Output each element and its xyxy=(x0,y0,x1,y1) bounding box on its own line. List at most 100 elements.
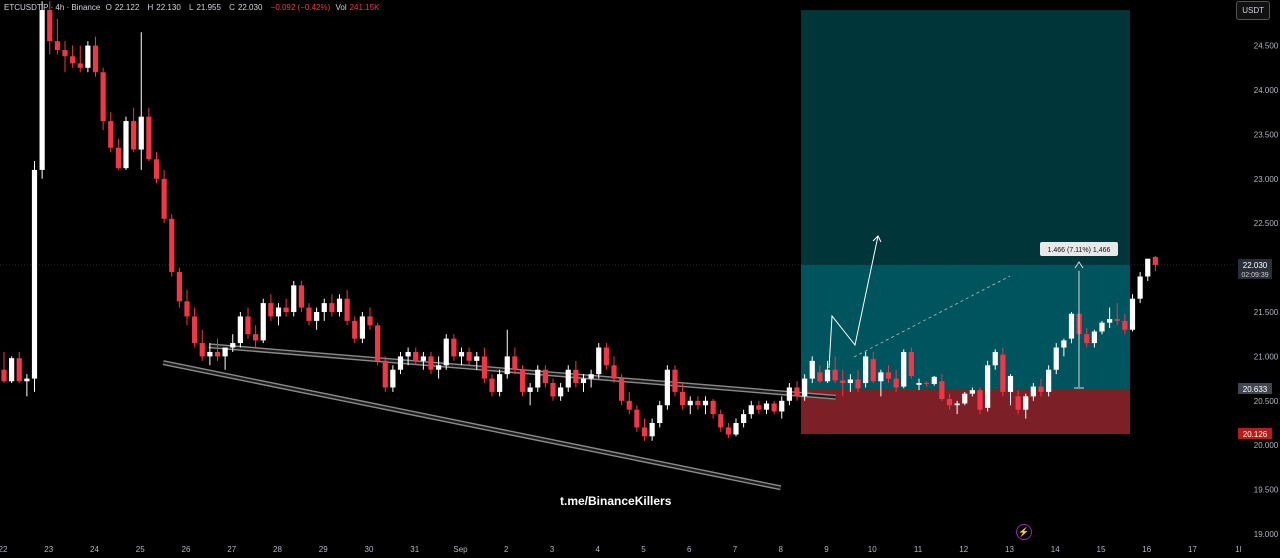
candle-body xyxy=(588,374,594,379)
close-value: 22.030 xyxy=(237,3,263,12)
candle-body xyxy=(375,325,381,361)
candle-body xyxy=(77,63,83,68)
candle-body xyxy=(847,379,853,384)
candle-body xyxy=(1099,322,1105,332)
symbol-name[interactable]: ETCUSDT.P · 4h · Binance xyxy=(4,3,101,12)
candle-body xyxy=(1053,347,1059,370)
candle-body xyxy=(329,303,335,312)
time-tick-label: 23 xyxy=(44,545,53,554)
candle-body xyxy=(1023,396,1029,410)
candle-body xyxy=(863,356,869,384)
lightning-icon[interactable]: ⚡ xyxy=(1016,524,1032,540)
candle-body xyxy=(1129,298,1136,330)
drawings: 1.466 (7.11%) 1,466 xyxy=(828,235,1118,389)
candle-body xyxy=(214,351,221,357)
candle-body xyxy=(924,383,930,385)
price-label-entry xyxy=(1238,382,1272,394)
candle-body xyxy=(931,376,937,384)
candle-body xyxy=(352,320,358,339)
time-axis[interactable]: 22 23 24 25 26 27 28 29 30 31 Sep 2 3 4 5 6 7 8 9 10 11 12 13 1… xyxy=(0,540,1280,558)
candle-body xyxy=(367,316,373,326)
candle-body xyxy=(92,45,99,73)
projection-arrowhead xyxy=(872,235,882,243)
candle-body xyxy=(710,400,716,415)
candle-body xyxy=(573,369,579,384)
candle-body xyxy=(1038,386,1044,392)
price-axis[interactable]: 24.500 24.000 23.500 23.000 22.500 21.500 21.0… xyxy=(1236,0,1280,540)
time-tick-label: 7 xyxy=(733,545,738,554)
candle-body xyxy=(1061,340,1067,348)
candle-body xyxy=(54,41,60,51)
time-tick-label: 29 xyxy=(319,545,328,554)
symbol-header: ETCUSDT.P · 4h · Binance O 22.122 H 22.130… xyxy=(4,3,380,12)
candle-body xyxy=(611,365,617,379)
time-tick-label: 10 xyxy=(868,545,877,554)
candle-body xyxy=(413,351,419,361)
volume-value: 241.15K xyxy=(349,3,380,12)
candle-body xyxy=(840,380,846,384)
candle-body xyxy=(222,347,228,357)
candle-body xyxy=(1152,256,1158,265)
time-tick-label: 17 xyxy=(1188,545,1197,554)
candle-body xyxy=(1137,276,1143,299)
price-label-text: 20.126 xyxy=(1243,430,1268,439)
candle-body xyxy=(169,218,175,273)
measure-arrowhead xyxy=(1074,261,1084,269)
candle-body xyxy=(619,378,625,401)
time-tick-label: 30 xyxy=(365,545,374,554)
candles xyxy=(1,1,1158,441)
candle-body xyxy=(885,372,892,379)
candle-body xyxy=(466,351,472,361)
candle-body xyxy=(985,365,991,408)
candle-body xyxy=(855,379,861,389)
candle-body xyxy=(390,369,396,388)
price-label-text: 22.030 xyxy=(1243,261,1268,270)
candle-body xyxy=(497,374,503,392)
candle-body xyxy=(397,356,404,370)
candle-body xyxy=(344,298,350,321)
candle-body xyxy=(382,360,388,388)
candle-body xyxy=(230,343,236,348)
trend-dash xyxy=(853,275,1011,358)
price-tick-label: 24.000 xyxy=(1254,86,1279,95)
candle-body xyxy=(1084,334,1090,344)
price-label-last xyxy=(1238,258,1272,279)
candle-body xyxy=(474,356,480,361)
candle-body xyxy=(336,298,343,312)
candle-body xyxy=(16,358,22,382)
candle-body xyxy=(489,378,495,392)
candle-body xyxy=(893,378,899,388)
profit-zone xyxy=(801,264,1130,389)
currency-button[interactable]: USDT xyxy=(1236,1,1270,20)
candle-body xyxy=(47,10,53,42)
candle-body xyxy=(146,116,152,160)
price-tick-label: 24.500 xyxy=(1254,42,1279,51)
candle-body xyxy=(504,356,510,375)
candle-body xyxy=(535,369,541,388)
candle-body xyxy=(550,383,556,397)
time-tick-label: 4 xyxy=(596,545,601,554)
candle-body xyxy=(9,358,15,382)
candle-body xyxy=(542,369,548,384)
candle-body xyxy=(436,365,442,370)
candle-body xyxy=(31,169,38,379)
measure-label: 1.466 (7.11%) 1,466 xyxy=(1048,247,1111,254)
candle-body xyxy=(946,399,953,406)
time-tick-label: 31 xyxy=(410,545,419,554)
candle-body xyxy=(664,369,670,406)
time-tick-label: Sep xyxy=(453,545,468,554)
candle-body xyxy=(870,359,876,382)
price-tick-label: 19.000 xyxy=(1254,530,1279,539)
candle-body xyxy=(1145,258,1151,277)
candle-body xyxy=(1030,386,1036,397)
time-tick-label: 28 xyxy=(273,545,282,554)
price-tick-label: 23.500 xyxy=(1254,130,1279,139)
candle-body xyxy=(794,387,800,397)
price-tick-label: 21.000 xyxy=(1254,352,1279,361)
candle-body xyxy=(39,10,45,170)
time-axis-bg xyxy=(0,540,1280,558)
candle-body xyxy=(314,312,320,321)
candle-body xyxy=(275,307,282,317)
time-tick-label: 22 xyxy=(0,545,8,554)
